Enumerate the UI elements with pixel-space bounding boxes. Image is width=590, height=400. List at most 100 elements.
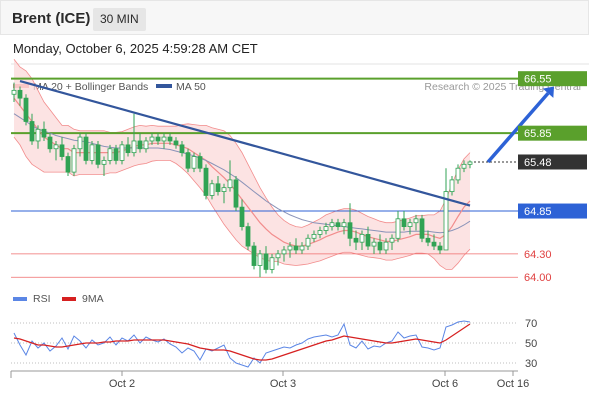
candle xyxy=(65,152,71,176)
candle xyxy=(83,133,89,165)
candle-body xyxy=(443,191,449,251)
rsi-tick-label: 30 xyxy=(525,358,537,370)
candle-body xyxy=(167,136,173,142)
candle-body xyxy=(335,222,341,228)
candle-body xyxy=(401,218,407,228)
candle-body xyxy=(377,241,383,251)
candle xyxy=(269,253,275,274)
candle-body xyxy=(263,253,269,270)
candle-body xyxy=(365,233,371,247)
candle xyxy=(161,133,167,149)
candle xyxy=(41,121,47,141)
candle-body xyxy=(101,160,107,165)
candle-body xyxy=(35,128,41,142)
candle xyxy=(371,238,377,254)
candle-body xyxy=(407,222,413,228)
level-tag-label: 64.30 xyxy=(524,249,552,261)
rsi-legend-label: RSI xyxy=(33,293,51,305)
candle xyxy=(383,238,389,254)
candle-body xyxy=(425,237,431,243)
ma50-legend-swatch xyxy=(156,84,172,88)
candle xyxy=(59,137,65,161)
candle xyxy=(461,160,467,173)
candle xyxy=(95,140,101,169)
candle-body xyxy=(179,144,185,154)
candle-body xyxy=(59,144,65,157)
candle xyxy=(125,137,131,157)
candle xyxy=(71,144,77,176)
candle-body xyxy=(293,245,299,251)
candle xyxy=(305,234,311,250)
candle-body xyxy=(185,152,191,169)
candle xyxy=(335,218,341,231)
candle xyxy=(263,246,269,274)
candle xyxy=(359,230,365,250)
candle xyxy=(89,140,95,165)
candle-body xyxy=(257,253,263,266)
timeframe-badge[interactable]: 30 MIN xyxy=(93,8,146,31)
candle-body xyxy=(353,237,359,243)
candle xyxy=(191,152,197,173)
candle-body xyxy=(41,128,47,138)
price-level-tags: 66.55 65.85 65.48 64.85 64.30 64.00 xyxy=(518,71,587,284)
candle xyxy=(197,152,203,173)
candle xyxy=(29,113,35,145)
candle xyxy=(233,176,239,212)
bollinger-band xyxy=(13,58,471,270)
level-tag-66-55: 66.55 xyxy=(518,71,587,87)
rsi-tick-label: 70 xyxy=(525,318,537,330)
candle-body xyxy=(221,187,227,192)
candle-body xyxy=(95,144,101,165)
candle xyxy=(293,238,299,254)
candle xyxy=(389,234,395,250)
candle xyxy=(443,168,449,251)
candle-body xyxy=(113,148,119,161)
candle-body xyxy=(431,241,437,247)
candle-body xyxy=(455,167,461,181)
level-tag-background xyxy=(518,71,587,87)
candle-body xyxy=(89,144,95,161)
projection-arrow-head xyxy=(542,86,554,98)
candle-body xyxy=(65,156,71,173)
x-tick-label: Oct 2 xyxy=(109,378,135,390)
candle-body xyxy=(299,245,305,251)
candle-body xyxy=(371,241,377,247)
candle-body xyxy=(209,183,215,196)
level-tag-65-85: 65.85 xyxy=(518,125,587,141)
candle xyxy=(203,164,209,200)
candle xyxy=(23,94,29,126)
rsi-ma-legend-swatch xyxy=(62,297,76,301)
level-tag-64-00: 64.00 xyxy=(524,272,552,284)
candle-body xyxy=(341,222,347,228)
candle-body xyxy=(203,167,209,196)
level-tag-label: 66.55 xyxy=(524,74,552,86)
candle xyxy=(155,133,161,145)
x-tick-label: Oct 6 xyxy=(432,378,458,390)
candle-body xyxy=(131,140,137,154)
candle-body xyxy=(413,218,419,224)
candle-body xyxy=(53,144,59,150)
candle xyxy=(431,234,437,250)
ma50-legend-label: MA 50 xyxy=(176,81,206,93)
rsi-tick-label: 50 xyxy=(525,338,537,350)
candle-body xyxy=(17,89,23,99)
candle-body xyxy=(437,245,443,251)
bollinger-upper-line xyxy=(13,58,471,228)
candle xyxy=(47,133,53,153)
level-tag-64-30: 64.30 xyxy=(524,249,552,261)
candle xyxy=(101,156,107,176)
candle xyxy=(377,234,383,254)
candle xyxy=(11,82,17,103)
candle xyxy=(35,125,41,149)
candle-body xyxy=(329,222,335,228)
candle xyxy=(413,214,419,231)
candle xyxy=(287,242,293,258)
candle xyxy=(311,230,317,243)
rsi-panel: 70 50 30 xyxy=(11,318,537,370)
candle-body xyxy=(239,206,245,228)
candle-body xyxy=(287,245,293,251)
level-tag-background xyxy=(518,125,587,141)
candle xyxy=(257,249,263,278)
candle xyxy=(113,144,119,165)
